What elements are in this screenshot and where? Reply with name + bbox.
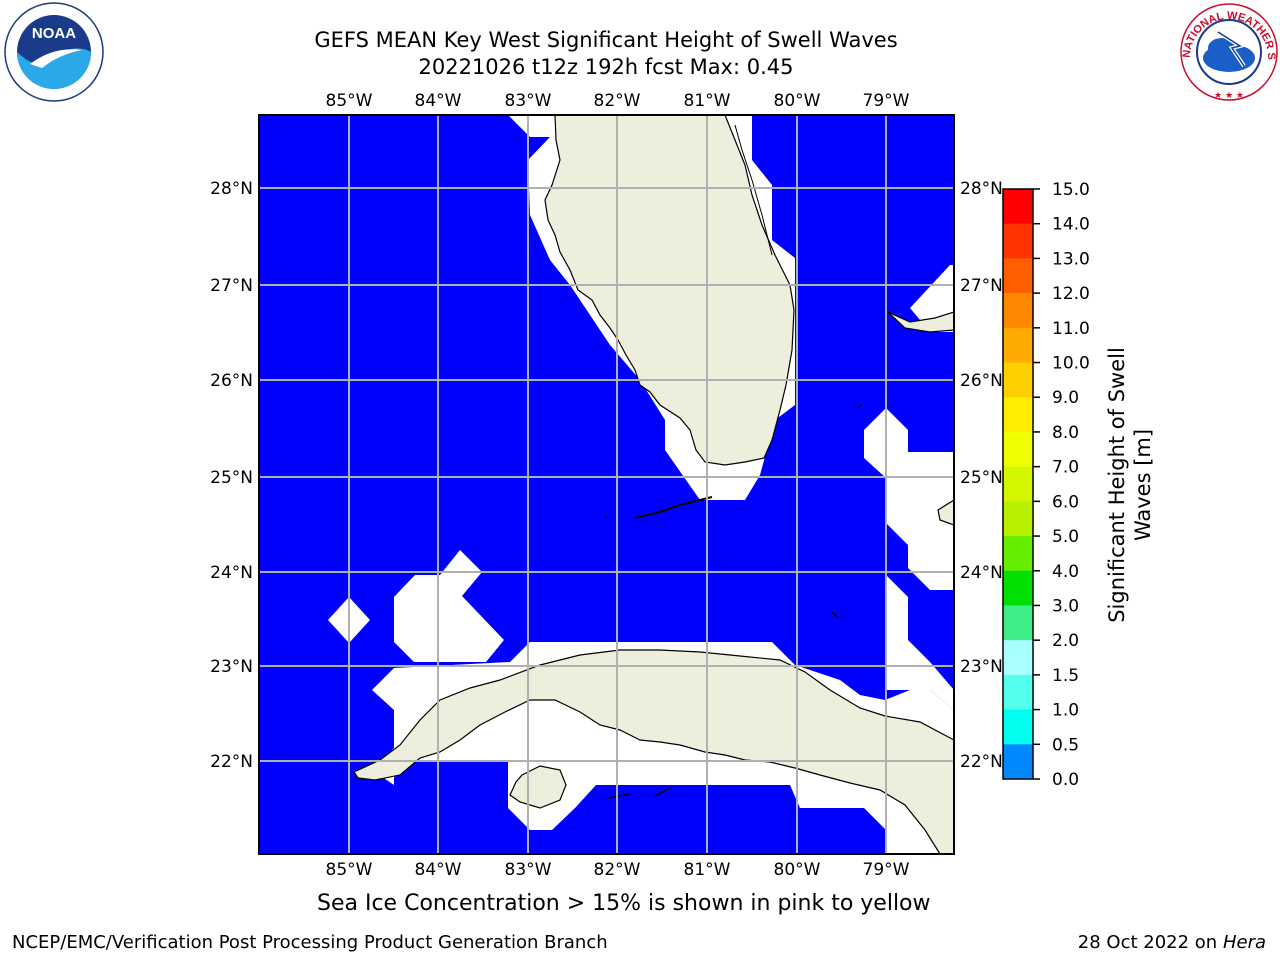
bahamas-grand xyxy=(887,311,954,333)
colorbar-tick-label: 0.0 xyxy=(1052,770,1079,790)
colorbar-tick-label: 2.0 xyxy=(1052,631,1079,651)
longitude-labels-bottom: 85°W 84°W 83°W 82°W 81°W 80°W 79°W xyxy=(326,860,910,880)
map-gridlines xyxy=(259,115,954,854)
colorbar-segment xyxy=(1003,189,1033,225)
colorbar-segment xyxy=(1003,258,1033,294)
colorbar-tick-label: 6.0 xyxy=(1052,492,1079,512)
footer-machine: Hera xyxy=(1222,932,1266,953)
florida-land xyxy=(544,115,795,466)
nws-logo: NATIONAL WEATHER SERVICE ★ ★ ★ xyxy=(1178,2,1278,101)
colorbar-tick-label: 0.5 xyxy=(1052,735,1079,755)
lat-label-right: 24°N xyxy=(960,563,1003,583)
lat-label-left: 25°N xyxy=(210,468,253,488)
lon-label-top: 82°W xyxy=(594,91,641,111)
lon-label-bottom: 84°W xyxy=(415,860,462,880)
lat-label-left: 26°N xyxy=(210,371,253,391)
colorbar-frame xyxy=(1002,188,1034,780)
colorbar-segment xyxy=(1003,674,1033,711)
footer-left: NCEP/EMC/Verification Post Processing Pr… xyxy=(12,932,608,953)
colorbar-label-line1: Significant Height of Swell xyxy=(1105,347,1129,623)
colorbar-tick-labels: 15.0 14.0 13.0 12.0 11.0 10.0 9.0 8.0 7.0 6.0 5.0 4… xyxy=(1033,180,1090,790)
colorbar-segment xyxy=(1003,431,1033,468)
lon-label-top: 80°W xyxy=(774,91,821,111)
sea-ice-note: Sea Ice Concentration > 15% is shown in … xyxy=(317,891,931,916)
lat-label-left: 27°N xyxy=(210,276,253,296)
colorbar-segment xyxy=(1003,397,1033,433)
colorbar-tick-label: 4.0 xyxy=(1052,562,1079,582)
colorbar-tick-label: 1.5 xyxy=(1052,666,1079,686)
colorbar-segment xyxy=(1003,293,1033,329)
colorbar-tick-label: 5.0 xyxy=(1052,527,1079,547)
lat-label-left: 23°N xyxy=(210,657,253,677)
colorbar-segment xyxy=(1003,466,1033,502)
colorbar-tick-label: 7.0 xyxy=(1052,458,1079,478)
colorbar-tick-label: 14.0 xyxy=(1052,215,1090,235)
lon-label-bottom: 79°W xyxy=(863,860,910,880)
lat-label-right: 26°N xyxy=(960,371,1003,391)
lat-label-left: 24°N xyxy=(210,563,253,583)
lon-label-bottom: 81°W xyxy=(684,860,731,880)
colorbar-segment xyxy=(1003,709,1033,745)
bahamas-cays xyxy=(604,403,863,799)
colorbar-segment xyxy=(1003,605,1033,641)
lat-label-left: 28°N xyxy=(210,179,253,199)
florida-east-lagoon xyxy=(734,124,773,256)
map-frame xyxy=(258,114,955,855)
colorbar-segment xyxy=(1003,640,1033,676)
latitude-labels-right: 28°N 27°N 26°N 25°N 24°N 23°N 22°N xyxy=(960,179,1003,772)
nodata-west-large xyxy=(394,550,504,662)
lat-label-right: 22°N xyxy=(960,752,1003,772)
lon-label-top: 84°W xyxy=(415,91,462,111)
colorbar-tick-label: 9.0 xyxy=(1052,388,1079,408)
colorbar-tick-label: 12.0 xyxy=(1052,284,1090,304)
colorbar-tick-label: 15.0 xyxy=(1052,180,1090,200)
lon-label-top: 85°W xyxy=(326,91,373,111)
svg-text:NOAA: NOAA xyxy=(32,25,76,42)
lat-label-right: 28°N xyxy=(960,179,1003,199)
nodata-bahamas-south xyxy=(886,575,954,710)
colorbar-segment xyxy=(1003,327,1033,364)
lat-label-right: 23°N xyxy=(960,657,1003,677)
longitude-labels-top: 85°W 84°W 83°W 82°W 81°W 80°W 79°W xyxy=(326,91,910,111)
colorbar-tick-label: 3.0 xyxy=(1052,596,1079,616)
bahamas-andros xyxy=(937,499,954,526)
isle-of-youth xyxy=(509,765,567,809)
colorbar-segment xyxy=(1003,362,1033,398)
lon-label-bottom: 80°W xyxy=(774,860,821,880)
colorbar-segment xyxy=(1003,501,1033,537)
colorbar-label-line2: Waves [m] xyxy=(1131,429,1155,541)
lon-label-top: 81°W xyxy=(684,91,731,111)
florida-keys xyxy=(634,496,713,519)
noaa-logo: NOAA xyxy=(4,2,104,102)
lon-label-top: 79°W xyxy=(863,91,910,111)
colorbar-tick-label: 11.0 xyxy=(1052,319,1090,339)
latitude-labels-left: 28°N 27°N 26°N 25°N 24°N 23°N 22°N xyxy=(210,179,253,772)
colorbar-segment xyxy=(1003,744,1033,780)
footer-right: 28 Oct 2022 on Hera xyxy=(1078,932,1266,953)
colorbar-segment xyxy=(1003,570,1033,606)
lon-label-bottom: 85°W xyxy=(326,860,373,880)
chart-title: GEFS MEAN Key West Significant Height of… xyxy=(314,28,898,52)
footer-date: 28 Oct 2022 on xyxy=(1077,932,1223,953)
lat-label-right: 27°N xyxy=(960,276,1003,296)
colorbar-tick-label: 1.0 xyxy=(1052,701,1079,721)
colorbar-tick-label: 8.0 xyxy=(1052,423,1079,443)
colorbar-tick-label: 10.0 xyxy=(1052,354,1090,374)
cuba-land xyxy=(353,649,954,854)
chart-subtitle: 20221026 t12z 192h fcst Max: 0.45 xyxy=(418,55,794,79)
colorbar xyxy=(1003,189,1033,780)
colorbar-tick-label: 13.0 xyxy=(1052,249,1090,269)
lat-label-left: 22°N xyxy=(210,752,253,772)
lon-label-top: 83°W xyxy=(505,91,552,111)
colorbar-segment xyxy=(1003,223,1033,259)
svg-text:★ ★ ★: ★ ★ ★ xyxy=(1214,91,1244,101)
lon-label-bottom: 82°W xyxy=(594,860,641,880)
colorbar-segment xyxy=(1003,536,1033,572)
lon-label-bottom: 83°W xyxy=(505,860,552,880)
lat-label-right: 25°N xyxy=(960,468,1003,488)
